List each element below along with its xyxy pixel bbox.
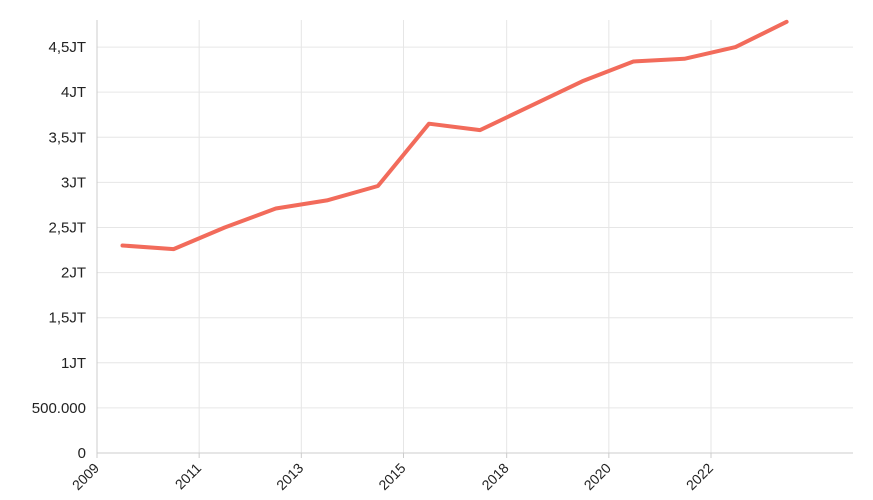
x-tick-label: 2020 (581, 460, 614, 493)
y-tick-label: 3,5JT (48, 129, 86, 146)
y-tick-label: 3JT (61, 174, 86, 191)
x-tick-label: 2022 (683, 460, 716, 493)
x-tick-label: 2018 (478, 460, 511, 493)
x-tick-label: 2013 (273, 460, 306, 493)
axis-layer (96, 20, 853, 458)
y-tick-label: 2,5JT (48, 219, 86, 236)
y-tick-label: 1,5JT (48, 310, 86, 327)
y-tick-label: 0 (78, 445, 86, 462)
x-tick-label: 2011 (172, 460, 205, 493)
y-tick-label: 4JT (61, 84, 86, 101)
y-tick-label: 4,5JT (48, 39, 86, 56)
y-tick-label: 1JT (61, 355, 86, 372)
line-layer (120, 19, 789, 252)
y-tick-label: 2JT (61, 265, 86, 282)
grid-layer (97, 20, 853, 453)
y-tick-label: 500.000 (32, 400, 86, 417)
label-layer: 0 500.000 1JT 1,5JT 2JT 2,5JT 3JT 3,5JT 4JT 4,5JT… (32, 39, 716, 493)
series-line (120, 19, 789, 252)
x-tick-label: 2009 (69, 460, 102, 493)
x-tick-label: 2015 (375, 460, 408, 493)
